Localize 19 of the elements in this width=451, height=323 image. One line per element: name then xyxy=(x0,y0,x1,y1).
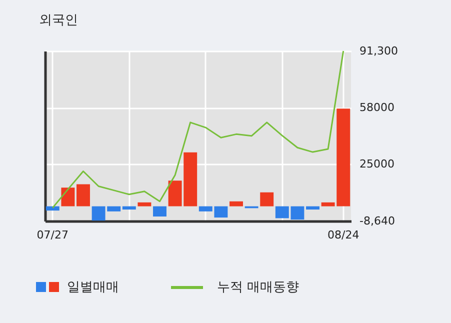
y-tick-label: 25000 xyxy=(360,157,394,170)
x-tick-label: 08/24 xyxy=(328,228,360,242)
bar xyxy=(122,206,136,210)
line-series xyxy=(52,50,344,209)
y-tick-label: -8,640 xyxy=(360,214,395,228)
legend-label: 일별매매 xyxy=(67,279,119,296)
bar xyxy=(61,188,75,206)
legend-label: 누적 매매동향 xyxy=(217,279,300,296)
bar xyxy=(46,206,60,211)
bar xyxy=(76,184,90,206)
x-tick-label: 07/27 xyxy=(36,228,68,242)
bar xyxy=(260,192,274,206)
bar xyxy=(138,202,152,206)
bar xyxy=(153,206,166,217)
chart-title: 외국인 xyxy=(39,13,78,28)
y-tick-label: 91,300 xyxy=(360,44,398,58)
bar xyxy=(230,201,243,206)
y-tick-label: 58000 xyxy=(360,101,394,114)
bar xyxy=(306,206,320,210)
